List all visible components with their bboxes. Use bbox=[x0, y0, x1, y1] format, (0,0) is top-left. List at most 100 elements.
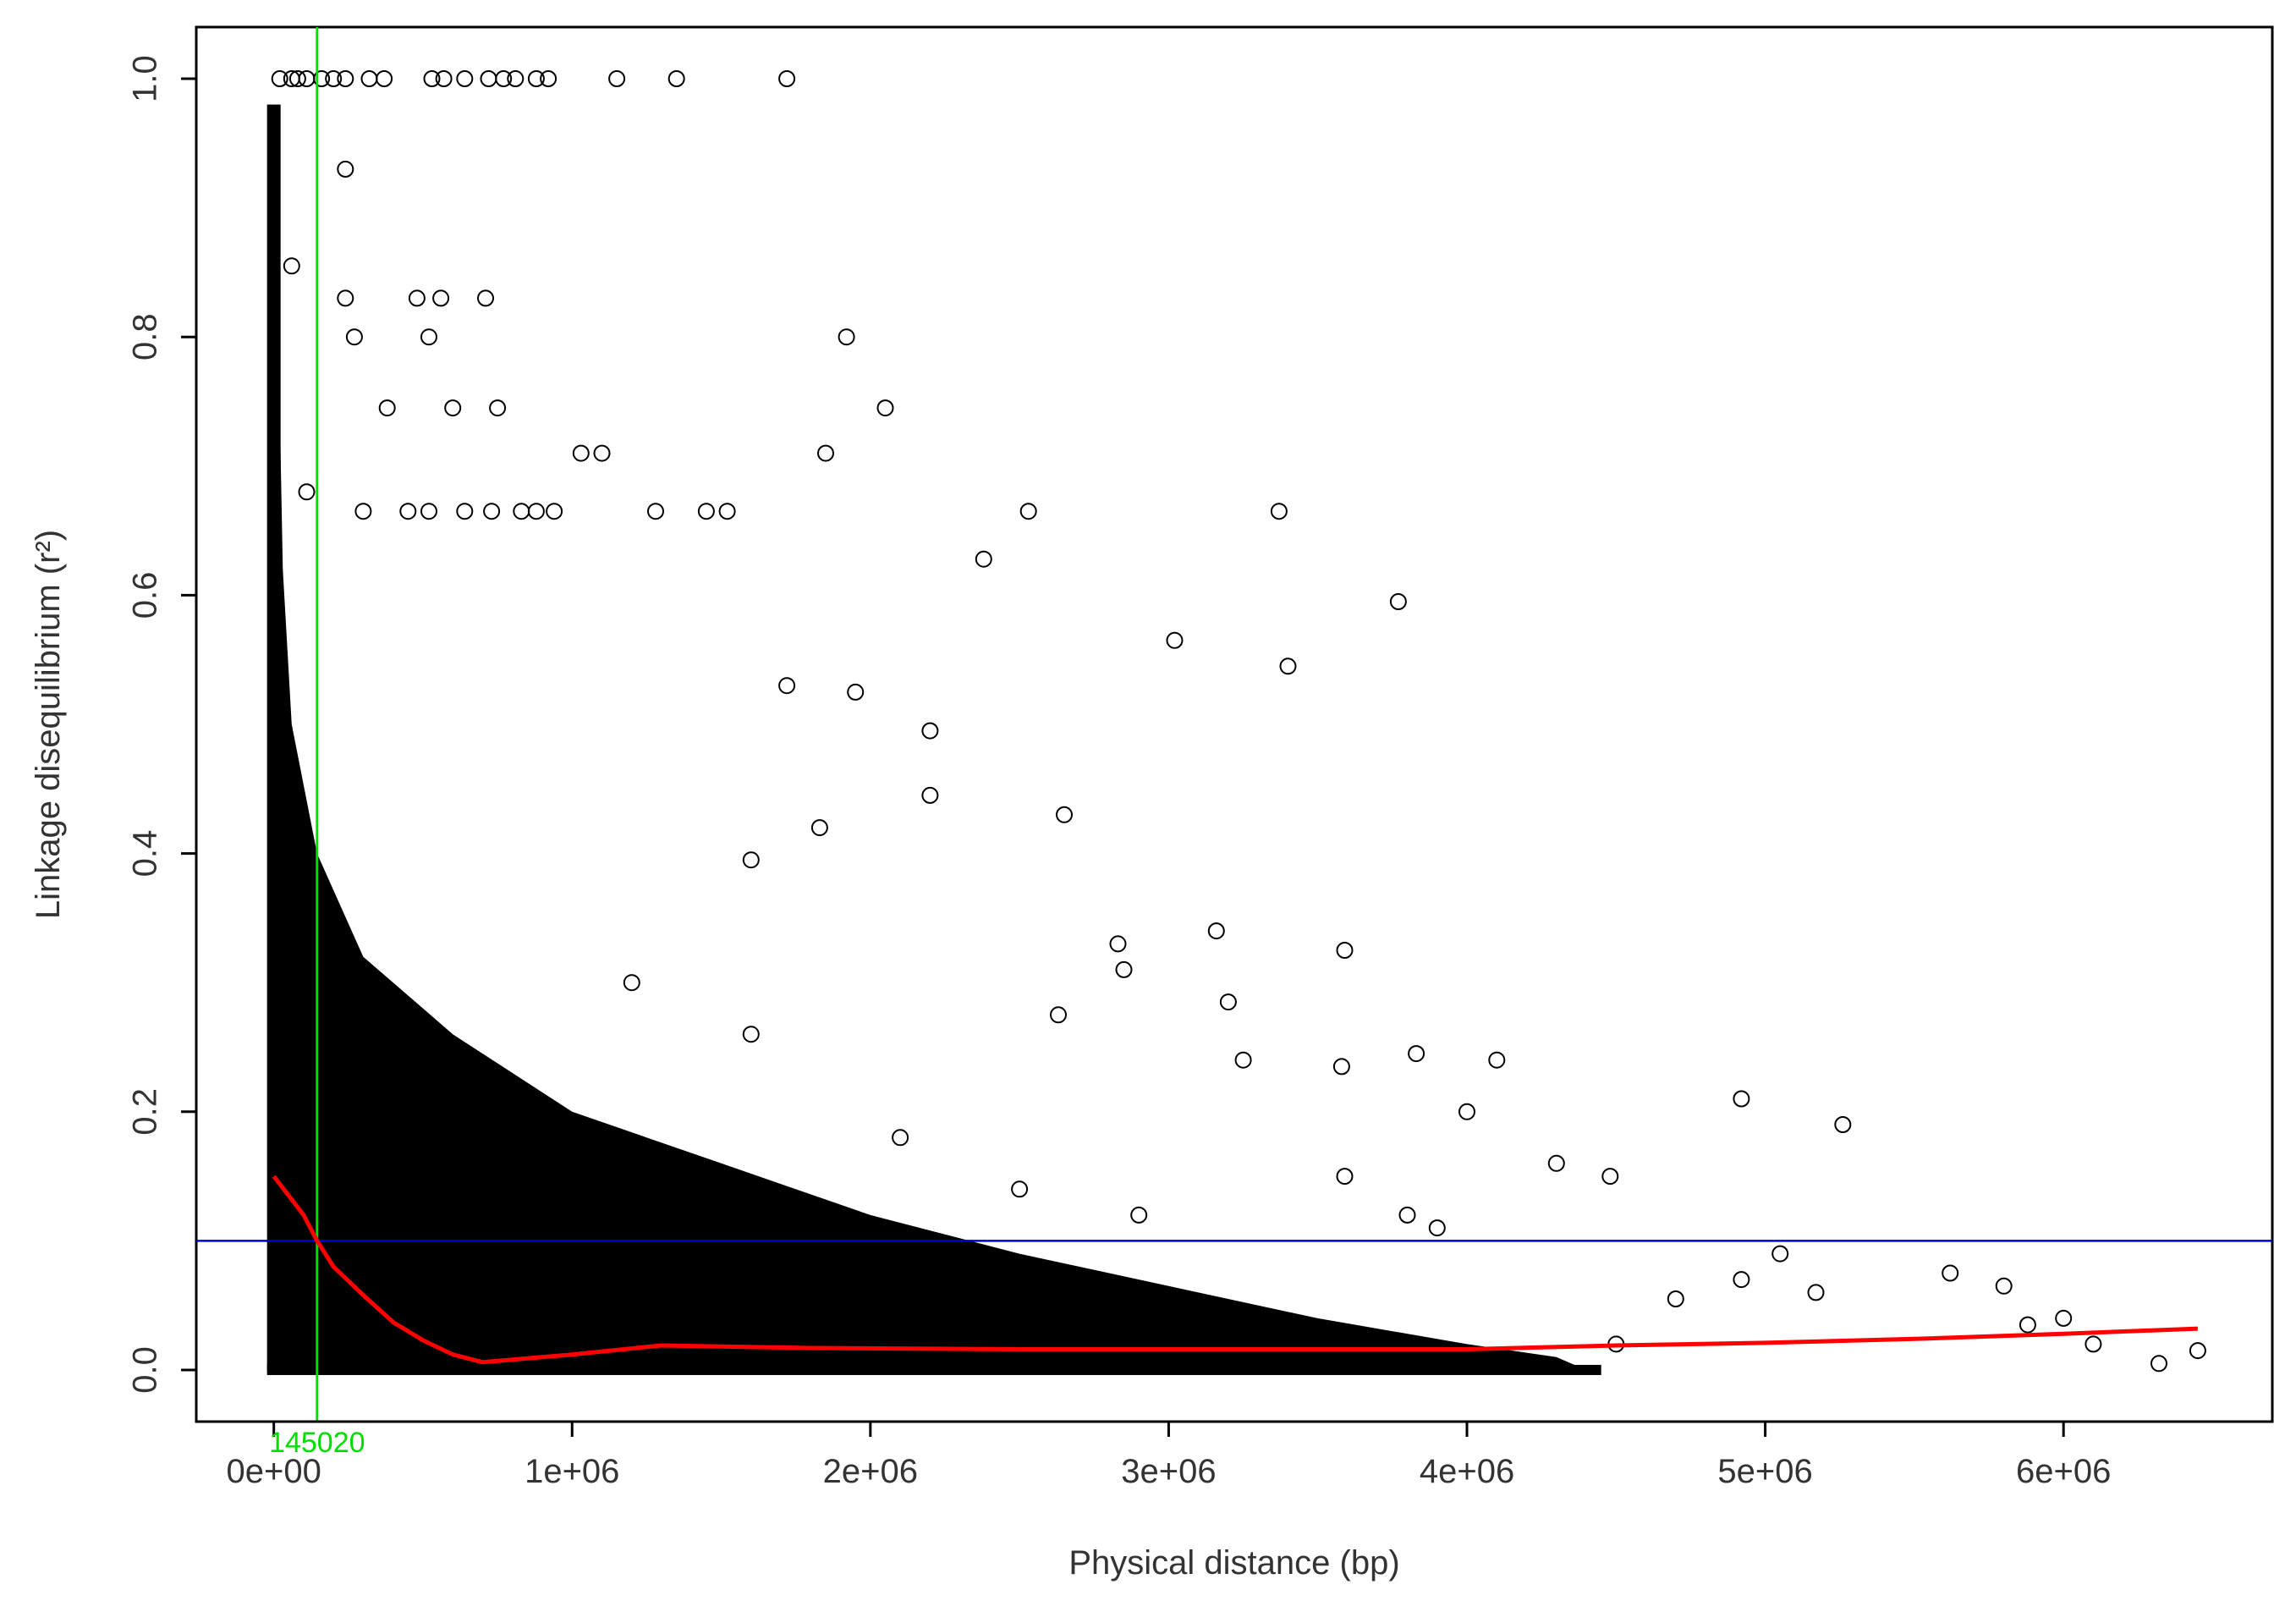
data-point bbox=[742, 851, 760, 869]
data-point bbox=[2085, 1335, 2102, 1353]
data-point bbox=[1279, 657, 1297, 675]
data-point bbox=[847, 683, 865, 701]
data-point bbox=[271, 70, 288, 87]
x-tick-label: 1e+06 bbox=[525, 1453, 619, 1490]
scatter-points bbox=[271, 70, 2206, 1373]
data-point bbox=[456, 503, 474, 520]
data-point bbox=[420, 503, 437, 520]
decay-distance-label: 145020 bbox=[269, 1427, 365, 1459]
data-point bbox=[1019, 503, 1037, 520]
data-point bbox=[1219, 993, 1237, 1011]
data-point bbox=[423, 70, 441, 87]
data-point bbox=[1050, 1006, 1067, 1024]
data-point bbox=[921, 786, 939, 804]
data-point bbox=[1234, 1051, 1252, 1069]
data-point bbox=[337, 289, 354, 307]
data-point bbox=[345, 328, 363, 346]
data-point bbox=[1056, 806, 1073, 823]
x-tick-label: 2e+06 bbox=[823, 1453, 918, 1490]
data-point bbox=[742, 1026, 760, 1043]
data-point bbox=[1995, 1277, 2013, 1295]
data-point bbox=[298, 483, 316, 501]
data-point bbox=[975, 550, 992, 568]
dense-point-cloud bbox=[266, 104, 1601, 1375]
data-point bbox=[778, 677, 796, 695]
data-point bbox=[546, 503, 563, 520]
data-point bbox=[432, 289, 450, 307]
data-point bbox=[288, 70, 306, 87]
data-point bbox=[1408, 1045, 1425, 1063]
data-point bbox=[2150, 1355, 2167, 1373]
x-tick-label: 6e+06 bbox=[2016, 1453, 2111, 1490]
data-point bbox=[1332, 1058, 1350, 1076]
data-point bbox=[1458, 1103, 1475, 1120]
data-point bbox=[593, 444, 611, 462]
dense-cloud-area bbox=[273, 104, 1587, 1371]
data-point bbox=[408, 289, 426, 307]
data-point bbox=[1336, 942, 1354, 959]
data-point bbox=[354, 503, 372, 520]
data-point bbox=[1733, 1090, 1750, 1108]
data-point bbox=[456, 70, 474, 87]
data-point bbox=[283, 257, 300, 275]
data-point bbox=[876, 399, 894, 417]
data-point bbox=[1807, 1284, 1825, 1301]
data-point bbox=[483, 503, 501, 520]
baseline-points bbox=[266, 1364, 1601, 1375]
data-point bbox=[838, 328, 855, 346]
data-point bbox=[477, 289, 494, 307]
data-point bbox=[2019, 1316, 2036, 1334]
data-point bbox=[337, 160, 354, 178]
data-point bbox=[697, 503, 715, 520]
data-point bbox=[572, 444, 590, 462]
y-tick-label: 0.4 bbox=[127, 830, 164, 878]
short-distance-column bbox=[266, 104, 281, 1370]
data-point bbox=[495, 70, 513, 87]
data-point bbox=[647, 503, 664, 520]
x-axis-title: Physical distance (bp) bbox=[1068, 1544, 1399, 1582]
data-point bbox=[892, 1129, 909, 1147]
y-tick-label: 1.0 bbox=[127, 55, 164, 102]
data-point bbox=[718, 503, 736, 520]
data-point bbox=[1733, 1271, 1750, 1289]
data-point bbox=[507, 70, 525, 87]
data-point bbox=[623, 974, 640, 992]
data-point bbox=[1166, 631, 1184, 649]
data-point bbox=[1398, 1206, 1416, 1224]
data-point bbox=[1109, 935, 1127, 953]
data-point bbox=[399, 503, 417, 520]
data-point bbox=[489, 399, 507, 417]
data-point bbox=[313, 70, 331, 87]
data-point bbox=[1942, 1264, 1959, 1282]
data-point bbox=[1270, 503, 1288, 520]
data-point bbox=[1336, 1168, 1354, 1186]
data-point bbox=[435, 70, 453, 87]
data-point bbox=[420, 328, 437, 346]
x-tick-label: 0e+00 bbox=[227, 1453, 321, 1490]
data-point bbox=[1488, 1051, 1506, 1069]
data-point bbox=[1115, 960, 1133, 978]
data-point bbox=[810, 819, 828, 837]
y-axis: 0.0 0.2 0.4 0.6 0.8 1.0 bbox=[127, 55, 196, 1394]
data-point bbox=[1667, 1290, 1684, 1307]
data-point bbox=[1428, 1219, 1446, 1237]
data-point bbox=[325, 70, 343, 87]
ld-decay-curve bbox=[272, 1175, 2198, 1365]
data-point bbox=[378, 399, 396, 417]
x-tick-label: 5e+06 bbox=[1717, 1453, 1812, 1490]
data-point bbox=[1389, 593, 1407, 610]
y-tick-label: 0.0 bbox=[127, 1346, 164, 1394]
y-tick-label: 0.2 bbox=[127, 1088, 164, 1136]
data-point bbox=[1771, 1245, 1789, 1263]
x-axis: 0e+00 1e+06 2e+06 3e+06 4e+06 5e+06 6e+06 bbox=[227, 1420, 2111, 1490]
data-point bbox=[1207, 922, 1225, 940]
data-point bbox=[444, 399, 462, 417]
data-point bbox=[1547, 1154, 1565, 1172]
data-point bbox=[527, 503, 545, 520]
data-point bbox=[1130, 1206, 1148, 1224]
x-tick-label: 3e+06 bbox=[1121, 1453, 1216, 1490]
data-point bbox=[817, 444, 834, 462]
data-point bbox=[337, 70, 354, 87]
data-point bbox=[376, 70, 393, 87]
data-point bbox=[608, 70, 626, 87]
